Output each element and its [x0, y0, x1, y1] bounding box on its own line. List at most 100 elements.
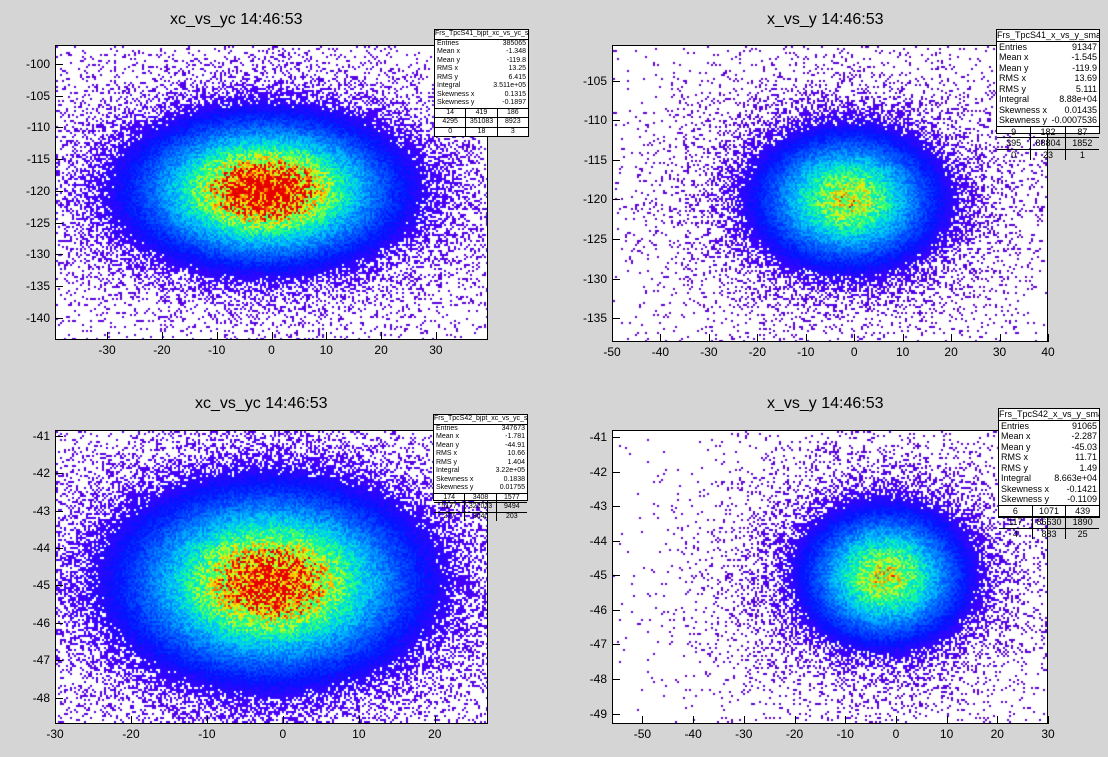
y-tick-label: -48 — [32, 690, 50, 705]
plot-frame[interactable] — [612, 45, 1048, 342]
y-tick — [612, 540, 620, 542]
y-tick — [55, 317, 63, 319]
x-tick-label: -10 — [208, 343, 226, 357]
x-tick — [282, 716, 284, 724]
x-tick — [854, 334, 856, 342]
x-tick — [693, 716, 695, 724]
stats-box[interactable]: Frs_TpcS42_x_vs_y_smart Entries 91065 Mean … — [998, 408, 1100, 539]
x-tick — [805, 334, 807, 342]
stats-key: Entries — [437, 39, 459, 47]
stats-value: 8.663e+04 — [1054, 473, 1097, 483]
stats-name: Frs_TpcS42_x_vs_y_smart — [999, 409, 1099, 421]
y-tick-label: -110 — [26, 120, 50, 135]
stats-cell: 117 — [1008, 517, 1023, 527]
x-tick-label: 10 — [939, 727, 954, 741]
stats-key: Mean y — [1001, 441, 1031, 452]
y-tick-label: -135 — [582, 311, 607, 326]
stats-cell: 14 — [446, 108, 455, 116]
x-tick — [612, 334, 613, 342]
plot-frame[interactable] — [55, 430, 488, 724]
stats-overflow-row: 9 182 87 — [997, 125, 1099, 137]
stats-value: 6.415 — [508, 73, 526, 81]
stats-key: Entries — [999, 41, 1028, 52]
plot-frame[interactable] — [55, 45, 488, 340]
x-tick-label: 10 — [895, 345, 910, 359]
stats-row: Mean x -2.287 — [999, 431, 1099, 442]
y-tick-label: -105 — [25, 88, 50, 103]
stats-row: Mean y -45.03 — [999, 442, 1099, 453]
y-tick-label: -110 — [583, 113, 607, 128]
y-tick-label: -46 — [589, 602, 607, 617]
heatmap-2d[interactable] — [613, 431, 1047, 723]
x-tick-label: 20 — [374, 343, 388, 357]
stats-value: 385065 — [502, 39, 526, 47]
stats-key: Skewness y — [999, 115, 1048, 125]
y-tick — [55, 435, 63, 437]
x-tick-label: -50 — [633, 727, 652, 741]
stats-cell: 182 — [1030, 126, 1064, 137]
stats-row: Skewness x 0.01435 — [997, 105, 1099, 116]
y-tick — [55, 286, 63, 288]
stats-value: 91065 — [1071, 420, 1097, 431]
x-tick — [216, 332, 218, 340]
stats-value: -1.545 — [1071, 52, 1097, 62]
stats-overflow-row: 5177 322023 9494 — [434, 502, 527, 512]
stats-value: -0.1897 — [502, 99, 526, 106]
x-tick — [206, 716, 208, 724]
x-tick-label: 0 — [892, 727, 900, 741]
stats-overflow-row: 174 3408 1577 — [434, 492, 527, 502]
y-tick — [612, 436, 620, 438]
x-tick-label: 10 — [319, 343, 333, 357]
y-tick-label: -42 — [32, 466, 50, 481]
stats-cell: 88804 — [1030, 138, 1064, 149]
stats-value: -0.0007536 — [1051, 115, 1097, 125]
x-tick — [902, 334, 904, 342]
y-tick-label: -125 — [582, 232, 607, 247]
stats-row: RMS y 6.415 — [435, 74, 528, 83]
stats-key: Skewness y — [436, 484, 474, 491]
stats-cell: 6 — [1012, 505, 1018, 516]
stats-key: Integral — [1001, 473, 1032, 483]
y-tick-label: -49 — [589, 706, 607, 721]
stats-cell: 1 — [1064, 149, 1099, 160]
stats-key: RMS x — [436, 450, 457, 457]
x-tick-label: -30 — [46, 727, 64, 741]
y-tick-label: -130 — [25, 247, 50, 262]
y-tick — [612, 575, 620, 577]
x-tick-label: 20 — [428, 727, 442, 741]
plot-frame[interactable] — [612, 430, 1048, 724]
stats-row: Entries 347673 — [434, 425, 527, 434]
x-tick-label: -30 — [735, 727, 753, 741]
stats-box[interactable]: Frs_TpcS41_x_vs_y_smart Entries 91347 Mean … — [996, 29, 1100, 160]
stats-overflow-row: 4 883 25 — [999, 527, 1099, 539]
stats-value: 3.511e+05 — [493, 82, 526, 89]
stats-value: 11.71 — [1075, 452, 1097, 462]
x-tick — [845, 716, 847, 724]
y-tick-label: -41 — [32, 428, 50, 443]
heatmap-2d[interactable] — [56, 46, 487, 339]
y-tick-label: -43 — [589, 499, 607, 514]
stats-value: -1.781 — [505, 433, 525, 440]
heatmap-2d[interactable] — [56, 431, 487, 723]
x-tick — [55, 716, 56, 724]
stats-key: Skewness x — [999, 104, 1048, 115]
stats-cell: 1577 — [495, 493, 527, 502]
stats-row: RMS x 11.71 — [999, 452, 1099, 463]
y-tick-label: -100 — [25, 57, 50, 72]
stats-overflow-row: 14 419 186 — [435, 107, 528, 117]
heatmap-2d[interactable] — [613, 46, 1047, 341]
x-tick-label: 0 — [279, 727, 287, 741]
y-tick — [55, 159, 63, 161]
stats-cell: 1890 — [1065, 517, 1099, 528]
x-tick — [999, 334, 1001, 342]
x-tick — [794, 716, 796, 724]
stats-cell: 0 — [1011, 149, 1017, 160]
stats-value: -44.91 — [505, 441, 525, 449]
y-tick-label: -43 — [32, 503, 50, 518]
stats-name: Frs_TpcS41_x_vs_y_smart — [997, 30, 1099, 42]
stats-key: Skewness x — [436, 475, 474, 483]
stats-value: 3.22e+05 — [495, 467, 525, 474]
stats-row: Integral 8.88e+04 — [997, 94, 1099, 105]
